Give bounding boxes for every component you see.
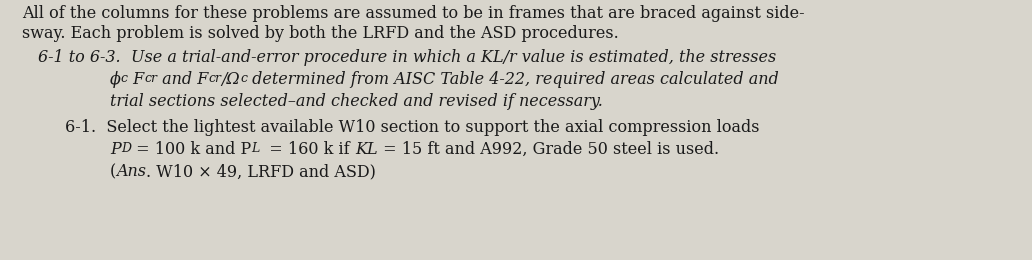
Text: F: F (128, 71, 144, 88)
Text: cr: cr (208, 72, 222, 85)
Text: cr: cr (144, 72, 157, 85)
Text: L: L (251, 142, 259, 155)
Text: P: P (110, 141, 121, 158)
Text: . W10 × 49, LRFD and ASD): . W10 × 49, LRFD and ASD) (147, 163, 376, 180)
Text: ϕ: ϕ (110, 71, 121, 88)
Text: (: ( (110, 163, 117, 180)
Text: 6-1.  Select the lightest available W10 section to support the axial compression: 6-1. Select the lightest available W10 s… (65, 119, 760, 136)
Text: determined from AISC Table 4-22, required areas calculated and: determined from AISC Table 4-22, require… (247, 71, 779, 88)
Text: trial sections selected–and checked and revised if necessary.: trial sections selected–and checked and … (110, 93, 603, 110)
Text: Use a trial-and-error procedure in which a KL/r value is estimated, the stresses: Use a trial-and-error procedure in which… (131, 49, 776, 66)
Text: = 100 k and P: = 100 k and P (131, 141, 251, 158)
Text: and F: and F (157, 71, 208, 88)
Text: sway. Each problem is solved by both the LRFD and the ASD procedures.: sway. Each problem is solved by both the… (22, 25, 619, 42)
Text: All of the columns for these problems are assumed to be in frames that are brace: All of the columns for these problems ar… (22, 5, 805, 22)
Text: KL: KL (355, 141, 378, 158)
Text: D: D (121, 142, 131, 155)
Text: = 160 k if: = 160 k if (259, 141, 355, 158)
Text: c: c (121, 72, 128, 85)
Text: /Ω: /Ω (222, 71, 240, 88)
Text: c: c (240, 72, 247, 85)
Text: Ans: Ans (117, 163, 147, 180)
Text: = 15 ft and A992, Grade 50 steel is used.: = 15 ft and A992, Grade 50 steel is used… (378, 141, 718, 158)
Text: 6-1 to 6-3.: 6-1 to 6-3. (38, 49, 131, 66)
